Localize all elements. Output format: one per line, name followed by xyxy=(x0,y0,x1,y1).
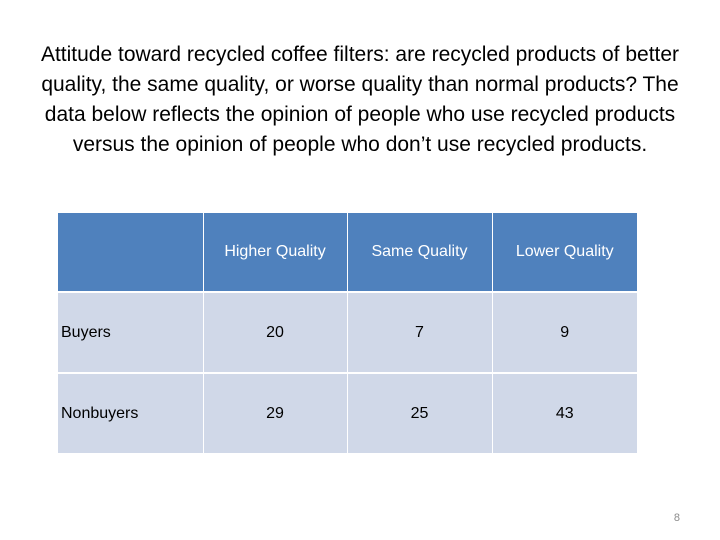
slide-description: Attitude toward recycled coffee filters:… xyxy=(40,43,680,156)
table-cell: 29 xyxy=(202,372,347,453)
header-lower-quality: Lower Quality xyxy=(491,213,637,292)
table-cell: 25 xyxy=(346,372,492,453)
table-cell: 43 xyxy=(491,372,637,453)
header-corner xyxy=(58,213,203,292)
table-cell: 20 xyxy=(202,291,347,373)
header-same-quality: Same Quality xyxy=(346,213,492,292)
row-label-buyers: Buyers xyxy=(58,291,203,373)
page-number: 8 xyxy=(673,512,680,524)
opinion-table: Higher Quality Same Quality Lower Qualit… xyxy=(58,213,637,453)
table-cell: 9 xyxy=(491,291,637,373)
table-row: Nonbuyers 29 25 43 xyxy=(58,372,637,453)
row-label-nonbuyers: Nonbuyers xyxy=(58,372,203,453)
table-row: Buyers 20 7 9 xyxy=(58,291,637,373)
table-cell: 7 xyxy=(346,291,492,373)
table-header-row: Higher Quality Same Quality Lower Qualit… xyxy=(58,213,637,292)
header-higher-quality: Higher Quality xyxy=(202,213,347,292)
